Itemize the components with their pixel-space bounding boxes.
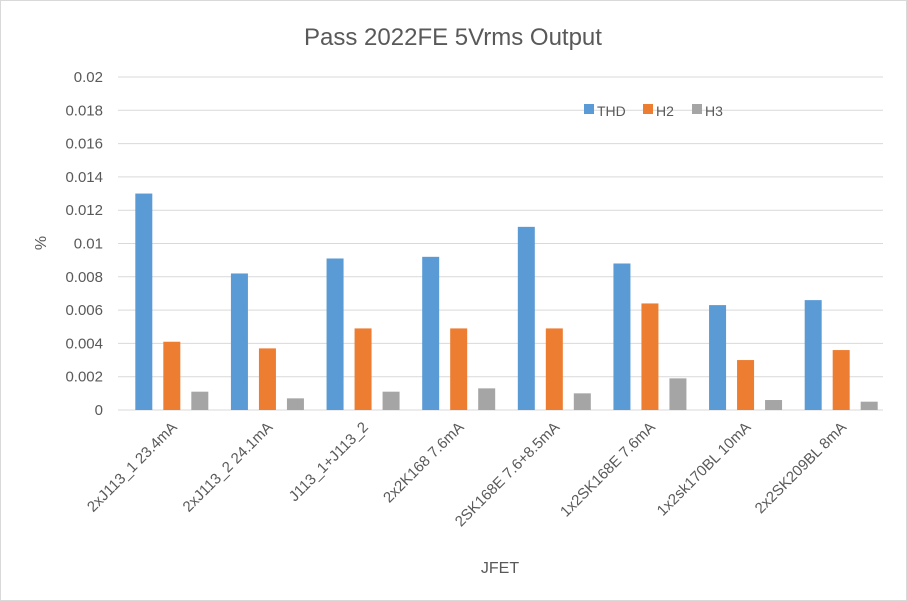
bar-h3-4 — [573, 393, 591, 410]
y-tick-label: 0.01 — [74, 236, 103, 253]
x-tick-label: 2x2SK209BL 8mA — [752, 419, 850, 517]
x-tick-label: 1x2SK168E 7.6mA — [557, 419, 659, 521]
y-tick-label: 0.006 — [65, 302, 103, 319]
bar-thd-4 — [517, 226, 535, 410]
bar-thd-2 — [326, 258, 344, 410]
legend: THD H2 H3 — [584, 103, 723, 119]
bar-h2-4 — [545, 328, 563, 410]
bar-h3-6 — [765, 400, 783, 410]
legend-label-thd: THD — [597, 103, 626, 119]
y-tick-label: 0.014 — [65, 169, 103, 186]
x-tick-label: 2SK168E 7.6+8.5mA — [452, 419, 563, 530]
x-tick-label: 2xJ113_1 23.4mA — [84, 419, 181, 516]
y-tick-label: 0.008 — [65, 269, 103, 286]
legend-label-h2: H2 — [656, 103, 674, 119]
legend-swatch-h3 — [692, 104, 702, 114]
bar-thd-6 — [709, 305, 727, 410]
x-tick-label: 2x2K168 7.6mA — [380, 419, 468, 507]
x-axis-label: JFET — [481, 560, 519, 577]
y-tick-label: 0.018 — [65, 102, 103, 119]
legend-label-h3: H3 — [705, 103, 723, 119]
y-tick-label: 0.002 — [65, 369, 103, 386]
bar-h2-3 — [450, 328, 468, 410]
chart-title: Pass 2022FE 5Vrms Output — [304, 24, 602, 51]
bar-h2-5 — [641, 303, 659, 410]
x-tick-label: J113_1+J113_2 — [286, 419, 372, 505]
bar-h3-2 — [382, 391, 400, 410]
bar-h3-7 — [860, 401, 878, 410]
bar-h2-6 — [737, 360, 755, 410]
bar-h3-5 — [669, 378, 687, 410]
bar-h2-1 — [258, 348, 276, 410]
legend-swatch-h2 — [643, 104, 653, 114]
bar-h3-3 — [478, 388, 496, 410]
y-tick-label: 0.004 — [65, 335, 103, 352]
legend-swatch-thd — [584, 104, 594, 114]
bar-thd-0 — [135, 193, 153, 410]
y-tick-label: 0.02 — [74, 69, 103, 86]
x-tick-label: 1x2sk170BL 10mA — [654, 419, 755, 520]
bar-thd-1 — [230, 273, 248, 410]
bar-h3-1 — [286, 398, 304, 410]
x-tick-label: 2xJ113_2 24.1mA — [180, 419, 277, 516]
bar-h2-7 — [832, 350, 850, 410]
bar-thd-5 — [613, 263, 631, 410]
y-tick-label: 0.012 — [65, 202, 103, 219]
y-tick-label: 0 — [95, 402, 103, 419]
bar-h3-0 — [191, 391, 209, 410]
bar-h2-0 — [163, 341, 181, 410]
y-tick-label: 0.016 — [65, 136, 103, 153]
y-tick-labels: 0 0.002 0.004 0.006 0.008 0.01 0.012 0.014 0.016… — [65, 69, 103, 419]
bar-h2-2 — [354, 328, 372, 410]
y-axis-label: % — [33, 236, 50, 250]
bar-thd-7 — [804, 300, 822, 410]
bars — [135, 193, 878, 410]
bar-thd-3 — [422, 256, 440, 410]
